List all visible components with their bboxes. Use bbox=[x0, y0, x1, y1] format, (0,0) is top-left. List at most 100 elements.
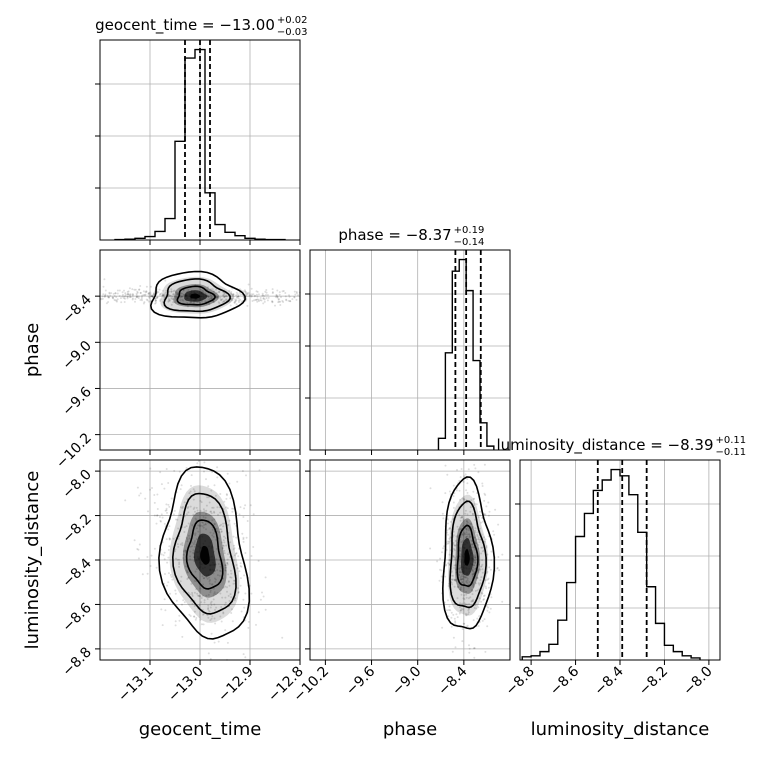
sample-point bbox=[233, 599, 236, 602]
sample-point bbox=[124, 295, 127, 298]
sample-point bbox=[181, 295, 184, 298]
sample-point bbox=[485, 505, 488, 508]
sample-point bbox=[194, 532, 197, 535]
sample-point bbox=[220, 620, 223, 623]
sample-point bbox=[487, 535, 490, 538]
sample-point bbox=[214, 622, 217, 625]
sample-point bbox=[229, 293, 232, 296]
sample-point bbox=[228, 584, 231, 587]
sample-point bbox=[465, 593, 468, 596]
sample-point bbox=[213, 617, 216, 620]
sample-point bbox=[160, 553, 163, 556]
sample-point bbox=[242, 540, 245, 543]
sample-point bbox=[246, 293, 249, 296]
sample-point bbox=[149, 291, 152, 294]
sample-point bbox=[222, 539, 225, 542]
sample-point bbox=[459, 609, 462, 612]
sample-point bbox=[459, 498, 461, 501]
sample-point bbox=[124, 499, 127, 502]
sample-point bbox=[234, 300, 237, 303]
sample-point bbox=[161, 294, 164, 297]
sample-point bbox=[214, 494, 217, 497]
sample-point bbox=[465, 614, 468, 617]
sample-point bbox=[134, 300, 136, 303]
sample-point bbox=[168, 525, 171, 528]
contour-0 bbox=[149, 270, 246, 319]
sample-point bbox=[458, 528, 461, 531]
sample-point bbox=[472, 564, 475, 567]
sample-point bbox=[209, 591, 212, 594]
sample-point bbox=[222, 612, 225, 615]
sample-point bbox=[473, 570, 475, 573]
sample-point bbox=[216, 569, 219, 572]
sample-point bbox=[472, 600, 475, 603]
sample-point bbox=[202, 613, 204, 616]
sample-point bbox=[479, 568, 482, 571]
sample-point bbox=[185, 467, 188, 469]
sample-point bbox=[232, 293, 235, 296]
sample-point bbox=[147, 510, 149, 513]
sample-point bbox=[483, 499, 486, 502]
sample-point bbox=[183, 601, 186, 604]
sample-point bbox=[229, 593, 232, 596]
sample-point bbox=[149, 488, 151, 491]
sample-point bbox=[215, 548, 218, 550]
sample-point bbox=[483, 536, 486, 539]
sample-point bbox=[212, 532, 215, 535]
panel-phase-hist bbox=[309, 249, 511, 451]
sample-point bbox=[486, 570, 489, 573]
sample-point bbox=[501, 600, 504, 603]
sample-point bbox=[221, 301, 224, 304]
sample-point bbox=[146, 572, 149, 575]
sample-point bbox=[150, 554, 153, 557]
sample-point bbox=[167, 528, 170, 531]
sample-point bbox=[167, 556, 170, 559]
sample-point bbox=[477, 543, 480, 546]
sample-point bbox=[261, 591, 263, 594]
sample-point bbox=[198, 594, 200, 597]
sample-point bbox=[218, 531, 221, 534]
sample-point bbox=[216, 574, 219, 577]
sample-point bbox=[205, 478, 207, 481]
sample-point bbox=[187, 511, 190, 514]
sample-point bbox=[474, 556, 477, 558]
sample-point bbox=[237, 297, 240, 300]
sample-point bbox=[156, 514, 159, 517]
sample-point bbox=[473, 656, 476, 659]
x-tick-label-luminosity_distance: −8.0 bbox=[680, 664, 715, 699]
sample-point bbox=[173, 509, 176, 512]
sample-point bbox=[459, 527, 462, 530]
sample-point bbox=[199, 595, 202, 598]
sample-point bbox=[475, 503, 478, 506]
sample-point bbox=[141, 294, 144, 297]
sample-point bbox=[264, 576, 267, 579]
sample-point bbox=[231, 294, 234, 297]
sample-point bbox=[226, 553, 229, 556]
sample-point bbox=[477, 606, 480, 609]
sample-point bbox=[220, 530, 223, 533]
sample-point bbox=[101, 297, 104, 300]
sample-point bbox=[212, 506, 215, 509]
sample-point bbox=[468, 603, 470, 606]
sample-point bbox=[275, 294, 278, 296]
sample-point bbox=[185, 536, 188, 539]
sample-point bbox=[194, 534, 197, 536]
sample-point bbox=[465, 528, 468, 531]
sample-point bbox=[187, 506, 190, 508]
sample-point bbox=[114, 292, 117, 295]
sample-point bbox=[475, 607, 478, 610]
sample-point bbox=[452, 555, 455, 557]
sample-point bbox=[192, 549, 195, 552]
sample-point bbox=[471, 573, 474, 576]
sample-point bbox=[492, 530, 495, 533]
sample-point bbox=[160, 513, 163, 516]
sample-point bbox=[465, 576, 468, 579]
sample-point bbox=[190, 541, 193, 544]
sample-point bbox=[194, 510, 196, 513]
sample-point bbox=[167, 581, 170, 584]
sample-point bbox=[224, 601, 227, 604]
sample-point bbox=[175, 297, 178, 300]
sample-point bbox=[192, 498, 195, 501]
sample-point bbox=[456, 525, 459, 528]
sample-point bbox=[204, 516, 207, 519]
